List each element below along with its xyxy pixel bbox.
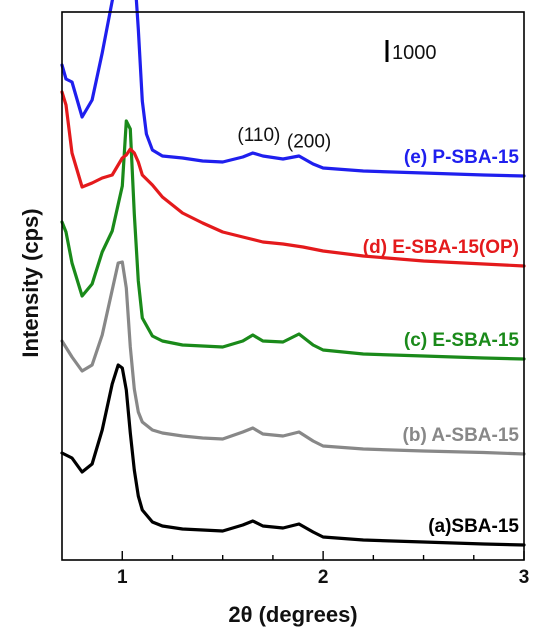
- peak-labels: (100)(110)(200): [237, 125, 331, 153]
- y-axis-label: Intensity (cps): [18, 208, 43, 357]
- x-tick-labels: 1 2 3: [117, 567, 529, 588]
- x-tick-label: 3: [519, 567, 530, 588]
- series-label-4: (e) P-SBA-15: [404, 147, 520, 168]
- curves-layer: [60, 0, 526, 547]
- plot-frame: [61, 11, 525, 561]
- x-tick-label: 1: [117, 567, 128, 588]
- series-line-2: [60, 119, 526, 361]
- series-line-1: [60, 260, 526, 456]
- series-label-3: (d) E-SBA-15(OP): [363, 237, 519, 258]
- series-label-2: (c) E-SBA-15: [404, 330, 520, 351]
- x-tick-label: 2: [318, 567, 329, 588]
- series-label-1: (b) A-SBA-15: [403, 425, 520, 446]
- series-labels: (a)SBA-15 (b) A-SBA-15 (c) E-SBA-15 (d) E-S…: [363, 147, 520, 537]
- series-line-0: [60, 363, 526, 547]
- series-label-0: (a)SBA-15: [428, 516, 519, 537]
- x-axis-label: 2θ (degrees): [228, 602, 357, 627]
- scale-bar-label: 1000: [392, 42, 437, 64]
- series-line-3: [60, 90, 526, 268]
- series-line-4: [60, 0, 526, 178]
- scale-bar: 1000: [385, 40, 437, 64]
- x-ticks: [121, 551, 525, 560]
- peak-label-1: (110): [237, 125, 280, 146]
- peak-label-2: (200): [287, 132, 331, 153]
